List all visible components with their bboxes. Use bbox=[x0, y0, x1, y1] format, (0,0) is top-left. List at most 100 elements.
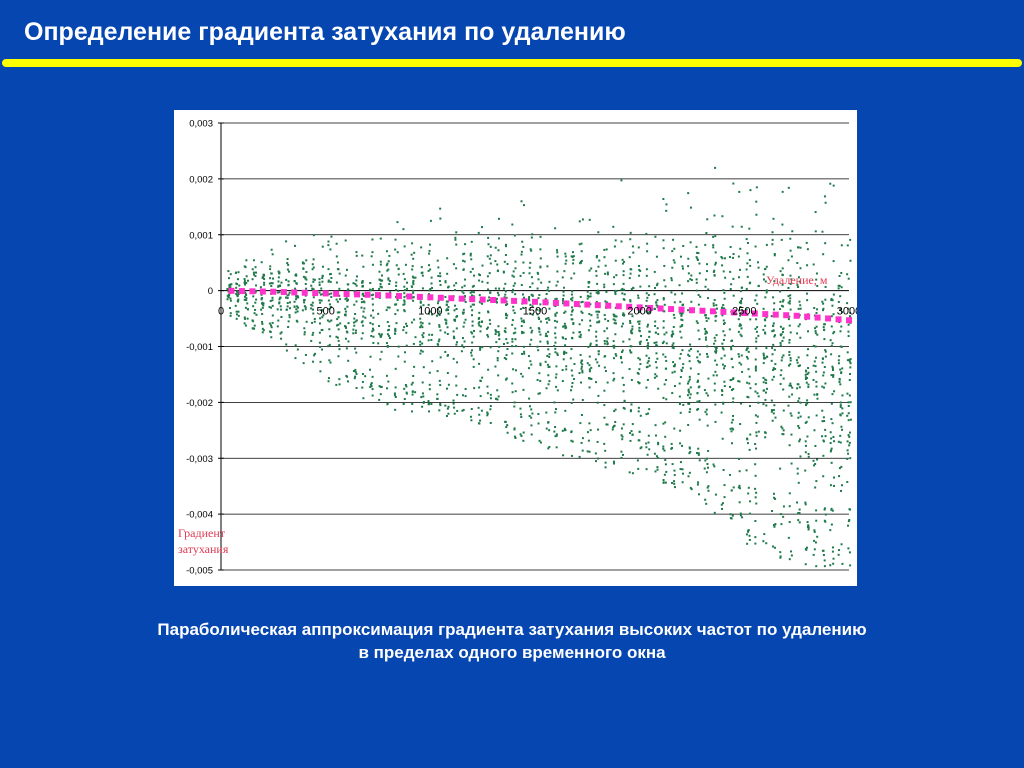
scatter-point bbox=[573, 272, 576, 275]
scatter-point bbox=[847, 524, 850, 527]
scatter-point bbox=[731, 418, 734, 421]
scatter-point bbox=[410, 383, 413, 386]
scatter-point bbox=[638, 329, 641, 332]
scatter-point bbox=[581, 399, 584, 402]
scatter-point bbox=[807, 528, 810, 531]
scatter-point bbox=[603, 340, 606, 343]
scatter-point bbox=[436, 393, 439, 396]
scatter-point bbox=[386, 387, 389, 390]
scatter-point bbox=[655, 455, 658, 458]
scatter-point bbox=[497, 330, 500, 333]
scatter-point bbox=[697, 329, 700, 332]
scatter-point bbox=[394, 367, 397, 370]
scatter-point bbox=[720, 503, 723, 506]
scatter-point bbox=[721, 502, 724, 505]
scatter-point bbox=[540, 281, 543, 284]
scatter-point bbox=[347, 288, 350, 291]
scatter-point bbox=[721, 342, 724, 345]
scatter-point bbox=[472, 358, 475, 361]
scatter-point bbox=[847, 419, 850, 422]
scatter-point bbox=[403, 289, 406, 292]
scatter-point bbox=[606, 301, 609, 304]
scatter-point bbox=[630, 329, 633, 332]
scatter-point bbox=[680, 324, 683, 327]
scatter-point bbox=[833, 390, 836, 393]
scatter-point bbox=[403, 285, 406, 288]
fit-point bbox=[511, 297, 518, 304]
scatter-point bbox=[638, 439, 641, 442]
scatter-point bbox=[512, 309, 515, 312]
scatter-point bbox=[749, 500, 752, 503]
scatter-point bbox=[781, 283, 784, 286]
scatter-point bbox=[537, 349, 540, 352]
scatter-point bbox=[572, 258, 575, 261]
scatter-point bbox=[763, 356, 766, 359]
scatter-point bbox=[319, 345, 322, 348]
scatter-point bbox=[229, 286, 232, 289]
scatter-point bbox=[294, 244, 297, 247]
scatter-point bbox=[269, 299, 272, 302]
y-tick-label: 0,001 bbox=[189, 230, 213, 241]
scatter-point bbox=[514, 390, 517, 393]
scatter-point bbox=[519, 433, 522, 436]
scatter-point bbox=[805, 370, 808, 373]
scatter-point bbox=[456, 409, 459, 412]
scatter-point bbox=[347, 283, 350, 286]
scatter-point bbox=[304, 306, 307, 309]
scatter-point bbox=[830, 447, 833, 450]
scatter-point bbox=[679, 411, 682, 414]
scatter-point bbox=[804, 373, 807, 376]
scatter-point bbox=[380, 335, 383, 338]
scatter-point bbox=[435, 314, 438, 317]
scatter-point bbox=[304, 308, 307, 311]
scatter-point bbox=[480, 409, 483, 412]
scatter-point bbox=[570, 385, 573, 388]
scatter-point bbox=[521, 375, 524, 378]
scatter-point bbox=[848, 519, 851, 522]
scatter-point bbox=[454, 289, 457, 292]
scatter-point bbox=[489, 291, 492, 294]
scatter-point bbox=[698, 459, 701, 462]
scatter-point bbox=[612, 318, 615, 321]
scatter-point bbox=[837, 440, 840, 443]
scatter-point bbox=[371, 323, 374, 326]
scatter-point bbox=[707, 377, 710, 380]
scatter-point bbox=[774, 497, 777, 500]
scatter-point bbox=[815, 370, 818, 373]
scatter-point bbox=[427, 303, 430, 306]
scatter-point bbox=[748, 282, 751, 285]
scatter-point bbox=[840, 465, 843, 468]
scatter-point bbox=[318, 278, 321, 281]
scatter-point bbox=[328, 303, 331, 306]
scatter-point bbox=[688, 349, 691, 352]
scatter-point bbox=[824, 435, 827, 438]
scatter-point bbox=[798, 364, 801, 367]
scatter-point bbox=[297, 306, 300, 309]
scatter-point bbox=[645, 354, 648, 357]
scatter-point bbox=[481, 346, 484, 349]
scatter-point bbox=[790, 414, 793, 417]
scatter-point bbox=[787, 318, 790, 321]
scatter-point bbox=[394, 303, 397, 306]
scatter-point bbox=[814, 230, 817, 233]
scatter-point bbox=[536, 313, 539, 316]
scatter-point bbox=[397, 355, 400, 358]
scatter-point bbox=[620, 325, 623, 328]
scatter-point bbox=[805, 548, 808, 551]
scatter-point bbox=[506, 424, 509, 427]
scatter-point bbox=[477, 406, 480, 409]
scatter-point bbox=[556, 249, 559, 252]
scatter-point bbox=[386, 403, 389, 406]
scatter-point bbox=[403, 245, 406, 248]
scatter-point bbox=[361, 280, 364, 283]
scatter-point bbox=[588, 368, 591, 371]
scatter-point bbox=[696, 400, 699, 403]
scatter-point bbox=[296, 295, 299, 298]
scatter-point bbox=[665, 367, 668, 370]
scatter-point bbox=[378, 278, 381, 281]
scatter-point bbox=[680, 312, 683, 315]
scatter-point bbox=[244, 324, 247, 327]
scatter-point bbox=[781, 433, 784, 436]
scatter-point bbox=[690, 488, 693, 491]
scatter-point bbox=[632, 287, 635, 290]
